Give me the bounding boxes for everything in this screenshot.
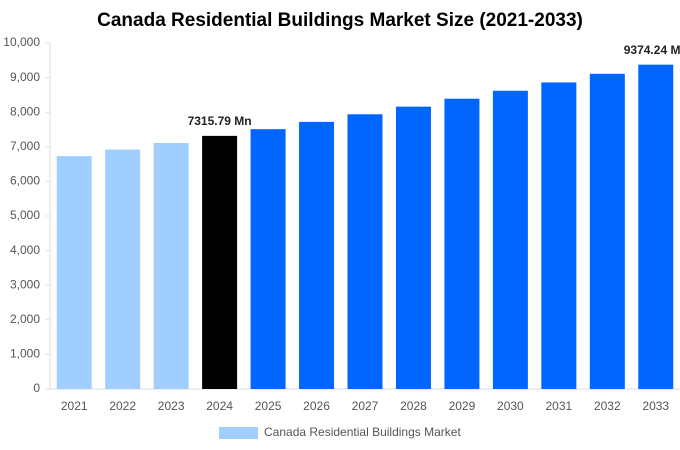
y-tick-label: 3,000 <box>10 277 40 291</box>
y-tick-label: 2,000 <box>10 312 40 326</box>
y-tick-label: 8,000 <box>10 104 40 118</box>
bar <box>589 73 625 389</box>
bar <box>492 90 528 390</box>
bar <box>347 114 383 389</box>
x-tick-label: 2028 <box>400 399 427 413</box>
y-tick-label: 0 <box>33 381 40 395</box>
bar <box>105 149 141 389</box>
x-tick-label: 2024 <box>206 399 233 413</box>
bar <box>299 121 335 389</box>
chart-title: Canada Residential Buildings Market Size… <box>97 10 583 31</box>
x-tick-label: 2032 <box>594 399 621 413</box>
x-tick-label: 2033 <box>642 399 669 413</box>
legend-swatch <box>219 427 258 439</box>
x-tick-label: 2025 <box>255 399 282 413</box>
bar <box>395 106 431 389</box>
bar <box>541 82 577 389</box>
bar <box>444 98 480 390</box>
y-tick-label: 10,000 <box>3 35 40 49</box>
x-tick-label: 2021 <box>61 399 88 413</box>
y-tick-label: 5,000 <box>10 208 40 222</box>
y-tick-label: 7,000 <box>10 139 40 153</box>
x-tick-label: 2023 <box>158 399 185 413</box>
legend-label: Canada Residential Buildings Market <box>264 425 461 439</box>
bar <box>250 129 286 390</box>
y-tick-label: 9,000 <box>10 70 40 84</box>
y-tick-label: 6,000 <box>10 174 40 188</box>
x-tick-label: 2022 <box>109 399 136 413</box>
x-tick-label: 2031 <box>545 399 572 413</box>
bar <box>153 142 189 389</box>
value-label: 9374.24 Mn <box>624 43 680 57</box>
y-tick-label: 1,000 <box>10 347 40 361</box>
value-label: 7315.79 Mn <box>188 114 252 128</box>
y-tick-label: 4,000 <box>10 243 40 257</box>
x-tick-label: 2027 <box>352 399 379 413</box>
x-tick-label: 2026 <box>303 399 330 413</box>
x-tick-label: 2029 <box>449 399 476 413</box>
bar <box>202 135 238 389</box>
x-tick-label: 2030 <box>497 399 524 413</box>
bar <box>56 156 92 389</box>
bar <box>638 64 674 389</box>
